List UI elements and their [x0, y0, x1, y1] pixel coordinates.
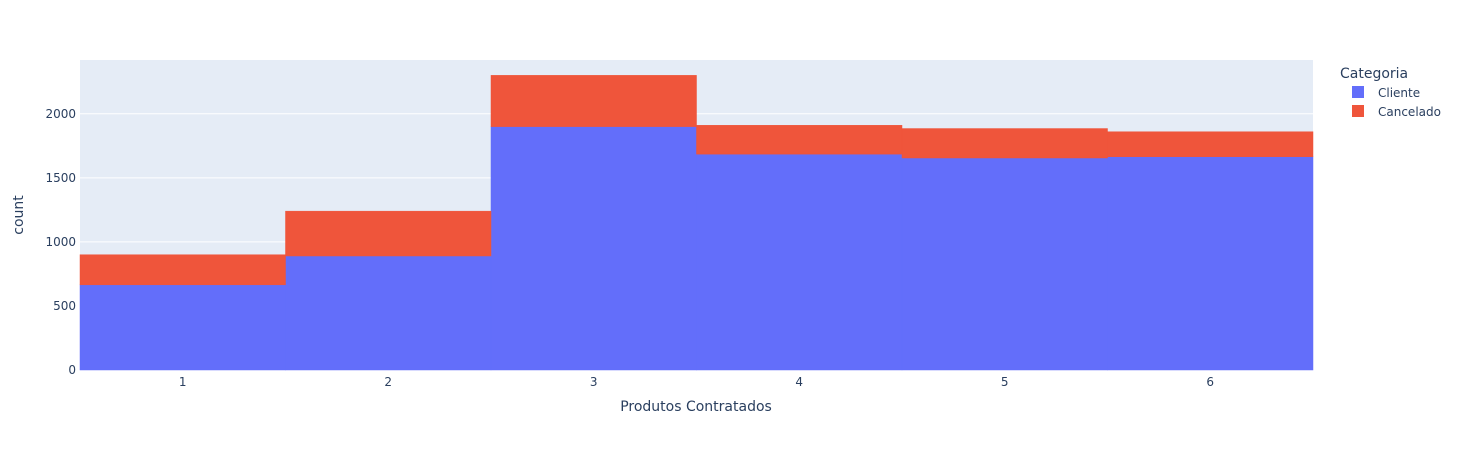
x-tick-label: 2: [384, 375, 392, 389]
x-axis-title: Produtos Contratados: [620, 399, 772, 415]
bar-cliente-2[interactable]: [285, 255, 492, 371]
bar-cancelado-4[interactable]: [696, 125, 903, 155]
legend: Categoria Cliente Cancelado: [1340, 66, 1441, 119]
bar-cliente-6[interactable]: [1107, 156, 1314, 371]
bar-cliente-1[interactable]: [79, 284, 286, 371]
x-tick-label: 5: [1001, 375, 1009, 389]
bars: [79, 75, 1314, 371]
bar-cancelado-2[interactable]: [285, 210, 492, 257]
bar-cliente-5[interactable]: [901, 157, 1108, 371]
y-tick-label: 2000: [45, 107, 76, 121]
y-axis: 0 500 1000 1500 2000: [45, 107, 76, 377]
y-tick-label: 1000: [45, 235, 76, 249]
bar-cancelado-6[interactable]: [1107, 131, 1314, 157]
bar-cliente-3[interactable]: [490, 126, 697, 371]
legend-item-cancelado[interactable]: Cancelado: [1352, 105, 1441, 119]
legend-item-cliente[interactable]: Cliente: [1352, 86, 1420, 100]
x-tick-label: 1: [179, 375, 187, 389]
legend-title: Categoria: [1340, 66, 1408, 82]
x-axis: 1 2 3 4 5 6: [179, 375, 1214, 389]
legend-label-cancelado: Cancelado: [1378, 105, 1441, 119]
x-tick-label: 3: [590, 375, 598, 389]
y-tick-label: 1500: [45, 171, 76, 185]
legend-swatch-cancelado: [1352, 105, 1364, 117]
y-tick-label: 500: [53, 299, 76, 313]
x-tick-label: 6: [1206, 375, 1214, 389]
y-axis-title: count: [11, 195, 27, 235]
legend-label-cliente: Cliente: [1378, 86, 1420, 100]
bar-cancelado-3[interactable]: [490, 75, 697, 127]
x-tick-label: 4: [795, 375, 803, 389]
bar-cancelado-5[interactable]: [901, 128, 1108, 159]
bar-cliente-4[interactable]: [696, 153, 903, 371]
bar-cancelado-1[interactable]: [79, 254, 286, 286]
y-tick-label: 0: [68, 363, 76, 377]
legend-swatch-cliente: [1352, 86, 1364, 98]
